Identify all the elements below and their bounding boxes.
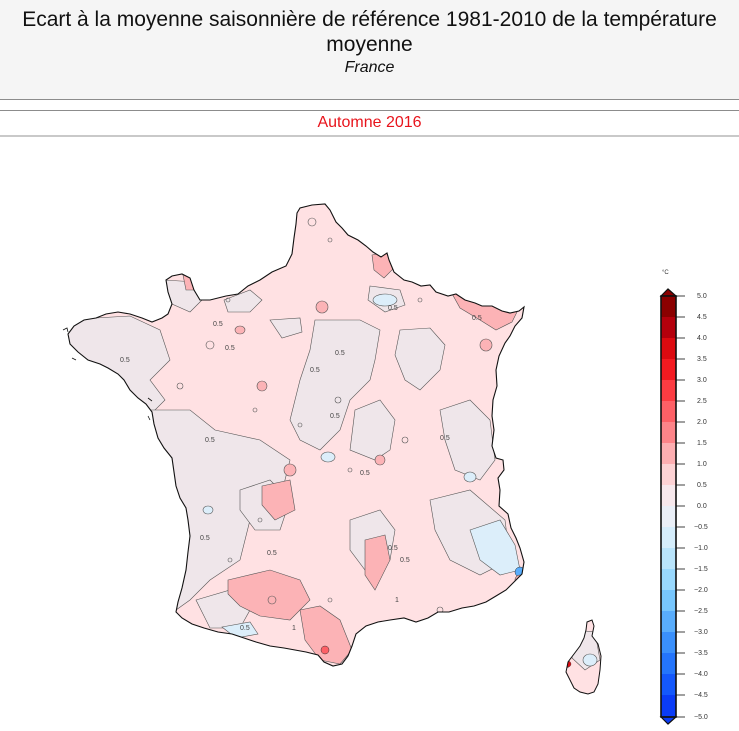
page-title: Ecart à la moyenne saisonnière de référe… bbox=[22, 8, 717, 56]
svg-text:1: 1 bbox=[395, 597, 399, 604]
colorbar-tick: −5.0 bbox=[694, 714, 708, 721]
svg-text:0.5: 0.5 bbox=[388, 545, 398, 552]
colorbar-tick: −0.5 bbox=[694, 524, 708, 531]
svg-text:0.5: 0.5 bbox=[388, 305, 398, 312]
svg-text:0.5: 0.5 bbox=[267, 550, 277, 557]
colorbar-tick: 1.5 bbox=[697, 440, 707, 447]
colorbar-tick: 4.0 bbox=[697, 335, 707, 342]
svg-text:0.5: 0.5 bbox=[225, 345, 235, 352]
colorbar bbox=[659, 288, 685, 725]
colorbar-tick: 0.5 bbox=[697, 482, 707, 489]
colorbar-tick: 4.5 bbox=[697, 314, 707, 321]
svg-text:0.5: 0.5 bbox=[330, 413, 340, 420]
colorbar-tick: 0.0 bbox=[697, 503, 707, 510]
colorbar-tick: −4.5 bbox=[694, 692, 708, 699]
colorbar-unit: °C bbox=[662, 270, 669, 276]
colorbar-tick: −4.0 bbox=[694, 671, 708, 678]
svg-text:0.5: 0.5 bbox=[335, 350, 345, 357]
svg-text:0.5: 0.5 bbox=[213, 321, 223, 328]
season-label: Automne 2016 bbox=[317, 114, 422, 131]
svg-text:1: 1 bbox=[292, 625, 296, 632]
colorbar-tick: 1.0 bbox=[697, 461, 707, 468]
svg-text:0.5: 0.5 bbox=[440, 435, 450, 442]
title-header: Ecart à la moyenne saisonnière de référe… bbox=[0, 0, 739, 100]
svg-text:0.5: 0.5 bbox=[310, 367, 320, 374]
divider bbox=[0, 135, 739, 137]
colorbar-tick: −1.0 bbox=[694, 545, 708, 552]
colorbar-tick: −2.0 bbox=[694, 587, 708, 594]
colorbar-tick: −1.5 bbox=[694, 566, 708, 573]
colorbar-tick: 3.5 bbox=[697, 356, 707, 363]
colorbar-tick: 2.0 bbox=[697, 419, 707, 426]
colorbar-tick: 3.0 bbox=[697, 377, 707, 384]
svg-text:0.5: 0.5 bbox=[360, 470, 370, 477]
temperature-anomaly-map: 0.5 0.5 0.5 0.5 0.5 0.5 0.5 0.5 0.5 0.5 … bbox=[62, 203, 685, 725]
season-band: Automne 2016 bbox=[0, 111, 739, 135]
svg-text:0.5: 0.5 bbox=[205, 437, 215, 444]
region-subtitle: France bbox=[344, 59, 395, 76]
svg-text:0.5: 0.5 bbox=[200, 535, 210, 542]
colorbar-tick: −2.5 bbox=[694, 608, 708, 615]
colorbar-tick: 5.0 bbox=[697, 293, 707, 300]
colorbar-tick: −3.5 bbox=[694, 650, 708, 657]
colorbar-tick: −3.0 bbox=[694, 629, 708, 636]
colorbar-tick: 2.5 bbox=[697, 398, 707, 405]
anomaly-contours: 0.5 0.5 0.5 0.5 0.5 0.5 0.5 0.5 0.5 0.5 … bbox=[68, 204, 601, 694]
svg-text:0.5: 0.5 bbox=[472, 315, 482, 322]
divider bbox=[0, 110, 739, 111]
svg-text:0.5: 0.5 bbox=[240, 625, 250, 632]
svg-text:0.5: 0.5 bbox=[400, 557, 410, 564]
svg-text:0.5: 0.5 bbox=[120, 357, 130, 364]
